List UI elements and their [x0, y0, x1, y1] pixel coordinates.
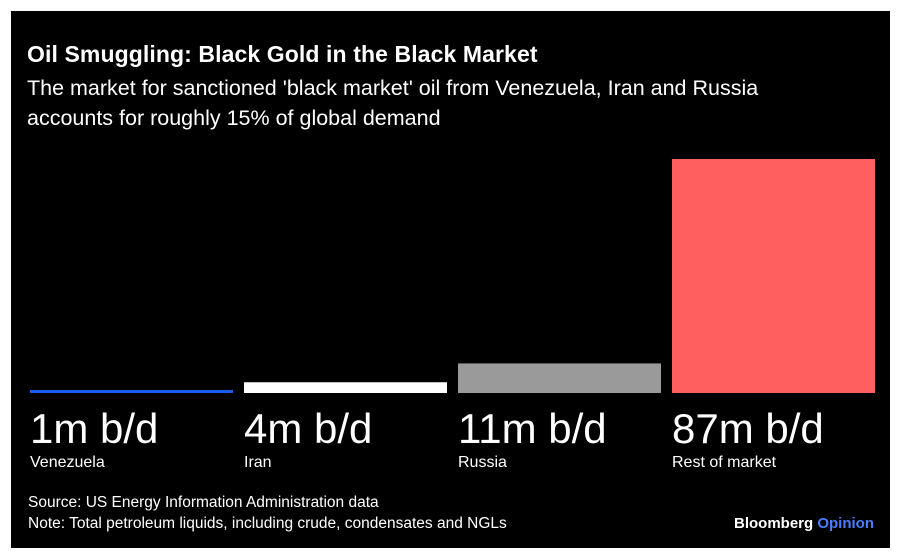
bar-iran [244, 382, 447, 393]
footnote: Note: Total petroleum liquids, including… [28, 515, 507, 532]
bloomberg-opinion-logo: Bloomberg Opinion [734, 515, 874, 532]
brand-name: Bloomberg [734, 515, 814, 532]
category-label: Russia [458, 454, 507, 471]
brand-suffix: Opinion [817, 515, 874, 532]
category-label: Venezuela [30, 454, 105, 471]
chart-card: Oil Smuggling: Black Gold in the Black M… [11, 11, 890, 548]
value-label: 4m b/d [244, 405, 372, 452]
value-label: 1m b/d [30, 405, 158, 452]
bar-rest-of-market [672, 159, 875, 393]
chart-subtitle: The market for sanctioned 'black market'… [27, 76, 759, 130]
value-label: 11m b/d [458, 405, 607, 452]
bar-chart: 1m b/d Venezuela 4m b/d Iran 11m b/d Russia 87… [30, 159, 875, 471]
bar-venezuela [30, 390, 233, 393]
value-label: 87m b/d [672, 405, 824, 452]
chart-title: Oil Smuggling: Black Gold in the Black M… [27, 41, 538, 67]
category-label: Iran [244, 454, 272, 471]
source-note: Source: US Energy Information Administra… [28, 494, 379, 511]
category-label: Rest of market [672, 454, 777, 471]
bar-russia [458, 363, 661, 393]
